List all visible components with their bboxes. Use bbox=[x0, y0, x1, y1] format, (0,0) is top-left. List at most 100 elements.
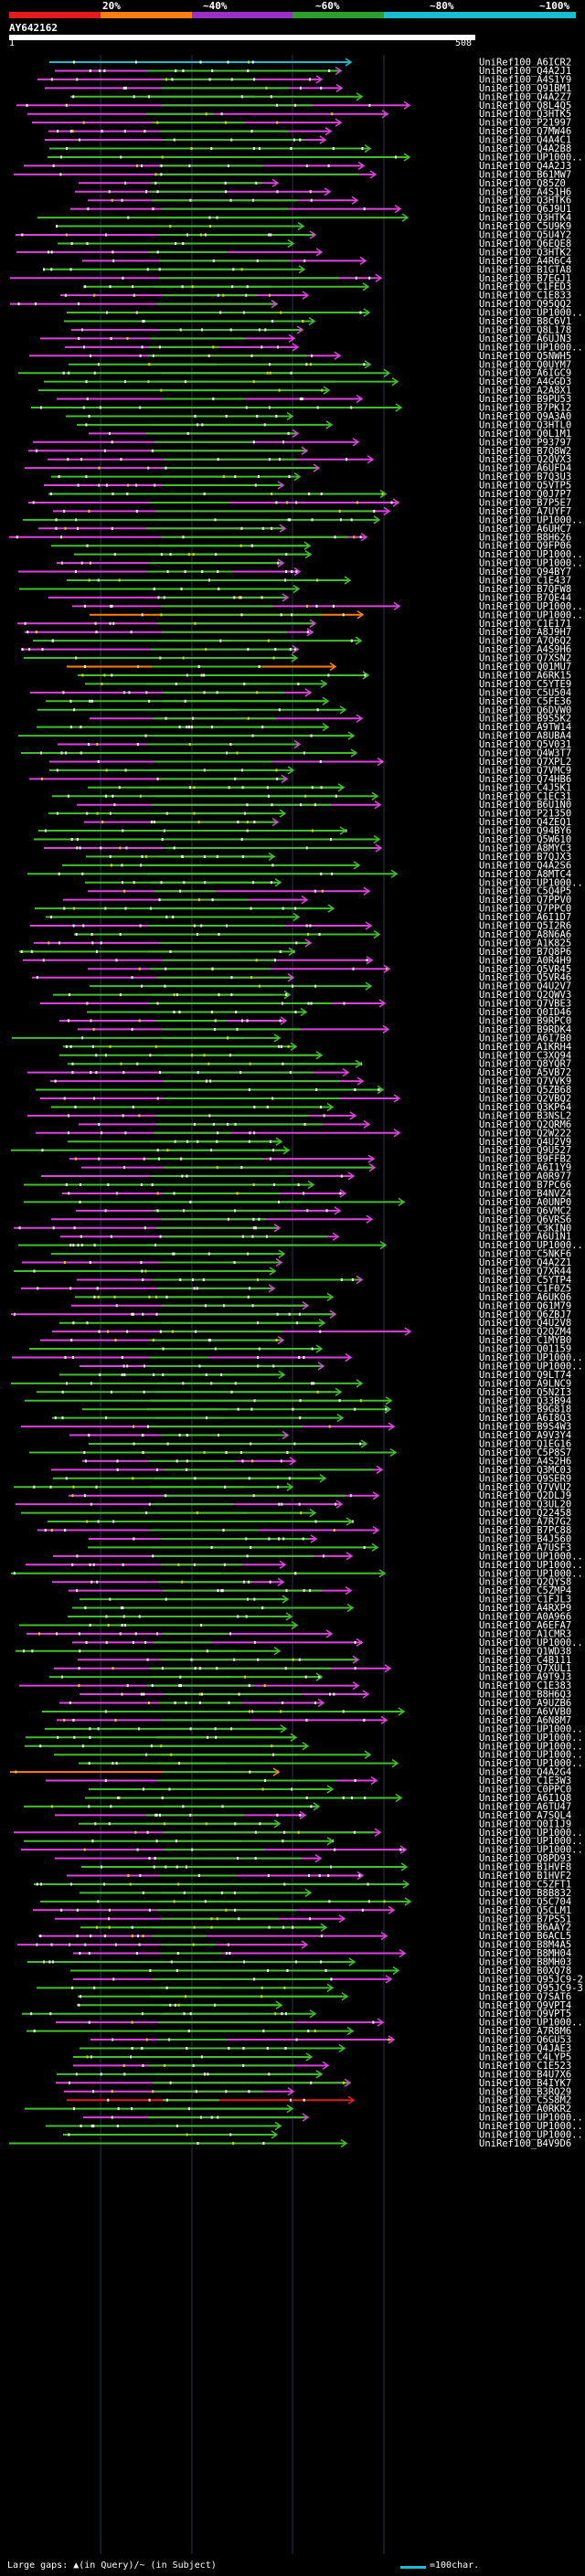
hit-row[interactable]: UniRef100_B7Q3U3 bbox=[51, 472, 571, 482]
hit-row[interactable]: UniRef100_B4NVZ4 bbox=[62, 1188, 571, 1199]
hit-label[interactable]: UniRef100_A7R7G2 bbox=[479, 1517, 571, 1528]
hit-row[interactable]: UniRef100_B7P5E7 bbox=[28, 497, 571, 508]
hit-label[interactable]: UniRef100_C1E171 bbox=[479, 619, 571, 630]
hit-row[interactable]: UniRef100_Q8PD93 bbox=[55, 1853, 571, 1864]
hit-label[interactable]: UniRef100_Q6EQE8 bbox=[479, 239, 571, 249]
hit-row[interactable]: UniRef100_C5YTE9 bbox=[85, 679, 571, 690]
hit-label[interactable]: UniRef100_Q0I1J9 bbox=[479, 1818, 571, 1829]
hit-row[interactable]: UniRef100_A1CMR3 bbox=[27, 1628, 571, 1639]
hit-label[interactable]: UniRef100_C3KIN0 bbox=[479, 1223, 571, 1234]
hit-label[interactable]: UniRef100_A9TW14 bbox=[479, 722, 571, 733]
hit-row[interactable]: UniRef100_Q3HTK5 bbox=[27, 109, 571, 120]
hit-label[interactable]: UniRef100_Q2VBQ2 bbox=[479, 1094, 571, 1105]
hit-row[interactable]: UniRef100_B4J560 bbox=[89, 1533, 571, 1544]
hit-label[interactable]: UniRef100_A0R977 bbox=[479, 1171, 571, 1182]
hit-row[interactable]: UniRef100_A6I1Y9 bbox=[81, 1162, 571, 1173]
hit-label[interactable]: UniRef100_UP1000... bbox=[479, 308, 585, 319]
hit-label[interactable]: UniRef100_Q4A2J3 bbox=[479, 161, 571, 172]
hit-row[interactable]: UniRef100_Q9U527 bbox=[11, 1145, 571, 1156]
hit-row[interactable]: UniRef100_Q5C704 bbox=[40, 1896, 571, 1907]
hit-label[interactable]: UniRef100_UP1000... bbox=[479, 2121, 585, 2132]
hit-row[interactable]: UniRef100_Q5VR45 bbox=[88, 964, 571, 975]
hit-label[interactable]: UniRef100_B1HVF2 bbox=[479, 1871, 571, 1882]
hit-row[interactable]: UniRef100_Q7MW46 bbox=[48, 126, 571, 137]
hit-row[interactable]: UniRef100_UP1000... bbox=[83, 2113, 585, 2124]
hit-label[interactable]: UniRef100_Q5I2R6 bbox=[479, 921, 571, 932]
hit-row[interactable]: UniRef100_UP1000... bbox=[65, 342, 585, 353]
hit-label[interactable]: UniRef100_UP1000... bbox=[479, 1836, 585, 1847]
hit-label[interactable]: UniRef100_A8N6A6 bbox=[479, 929, 571, 940]
hit-label[interactable]: UniRef100_A9T9J3 bbox=[479, 1672, 571, 1683]
hit-row[interactable]: UniRef100_A4RXP9 bbox=[72, 1603, 571, 1614]
hit-label[interactable]: UniRef100_B7Q8P6 bbox=[479, 947, 571, 958]
hit-row[interactable]: UniRef100_B8MH03 bbox=[27, 1957, 571, 1968]
hit-label[interactable]: UniRef100_A4R6C4 bbox=[479, 256, 571, 267]
hit-label[interactable]: UniRef100_C4B111 bbox=[479, 1655, 571, 1666]
hit-label[interactable]: UniRef100_UP1000... bbox=[479, 1741, 585, 1752]
hit-row[interactable]: UniRef100_Q5V031 bbox=[58, 739, 571, 750]
hit-label[interactable]: UniRef100_Q8L178 bbox=[479, 324, 571, 335]
hit-label[interactable]: UniRef100_Q4U2V7 bbox=[479, 981, 571, 992]
hit-row[interactable]: UniRef100_A0A966 bbox=[68, 1612, 571, 1623]
hit-row[interactable]: UniRef100_Q7XR44 bbox=[14, 1267, 571, 1277]
hit-label[interactable]: UniRef100_B9RPC0 bbox=[479, 1015, 571, 1026]
hit-row[interactable]: UniRef100_A4S9H6 bbox=[21, 644, 571, 655]
hit-row[interactable]: UniRef100_C1E3W3 bbox=[46, 1776, 571, 1786]
hit-row[interactable]: UniRef100_Q0I1J9 bbox=[79, 1818, 571, 1829]
hit-label[interactable]: UniRef100_A7Q6Q2 bbox=[479, 636, 571, 647]
hit-row[interactable]: UniRef100_Q0J7P7 bbox=[48, 489, 571, 500]
hit-row[interactable]: UniRef100_A4S1H6 bbox=[75, 186, 571, 197]
hit-row[interactable]: UniRef100_A9T9J3 bbox=[49, 1672, 571, 1683]
hit-row[interactable]: UniRef100_C5FE36 bbox=[46, 696, 571, 707]
hit-row[interactable]: UniRef100_A1K825 bbox=[34, 938, 571, 949]
hit-row[interactable]: UniRef100_B7Q8P6 bbox=[19, 947, 571, 958]
hit-row[interactable]: UniRef100_Q6ZBJ7 bbox=[11, 1309, 571, 1320]
hit-row[interactable]: UniRef100_Q5VTP5 bbox=[44, 481, 571, 492]
hit-label[interactable]: UniRef100_Q4A2Z7 bbox=[479, 91, 571, 102]
hit-row[interactable]: UniRef100_Q4A2J1 bbox=[55, 66, 571, 77]
hit-label[interactable]: UniRef100_B8MH04 bbox=[479, 1948, 571, 1959]
hit-label[interactable]: UniRef100_UP1000... bbox=[479, 1758, 585, 1769]
hit-label[interactable]: UniRef100_UP1000... bbox=[479, 1723, 585, 1734]
hit-label[interactable]: UniRef100_UP1000... bbox=[479, 514, 585, 525]
hit-row[interactable]: UniRef100_P21997 bbox=[32, 118, 571, 129]
hit-label[interactable]: UniRef100_Q3HTL0 bbox=[479, 419, 571, 430]
hit-row[interactable]: UniRef100_Q4A2B8 bbox=[49, 143, 571, 154]
hit-row[interactable]: UniRef100_UP1000... bbox=[80, 1361, 585, 1372]
hit-row[interactable]: UniRef100_Q4A2Z1 bbox=[22, 1257, 571, 1268]
hit-row[interactable]: UniRef100_Q33B94 bbox=[25, 1395, 571, 1406]
hit-label[interactable]: UniRef100_UP1000... bbox=[479, 2130, 585, 2141]
hit-label[interactable]: UniRef100_Q4W3T7 bbox=[479, 748, 571, 759]
hit-row[interactable]: UniRef100_B9PU53 bbox=[57, 394, 571, 405]
hit-row[interactable]: UniRef100_Q22458 bbox=[21, 1508, 571, 1519]
hit-label[interactable]: UniRef100_UP1000... bbox=[479, 558, 585, 569]
hit-label[interactable]: UniRef100_B6ACL5 bbox=[479, 1931, 571, 1942]
hit-row[interactable]: UniRef100_Q7XUL1 bbox=[54, 1663, 571, 1674]
hit-row[interactable]: UniRef100_Q5W610 bbox=[34, 834, 571, 845]
hit-row[interactable]: UniRef100_B7QJX3 bbox=[86, 852, 571, 863]
hit-label[interactable]: UniRef100_UP1000... bbox=[479, 1638, 585, 1648]
hit-row[interactable]: UniRef100_B4V9D6 bbox=[9, 2138, 571, 2149]
hit-row[interactable]: UniRef100_C5ZFT1 bbox=[34, 1879, 571, 1890]
hit-label[interactable]: UniRef100_C5FE36 bbox=[479, 696, 571, 707]
hit-label[interactable]: UniRef100_Q7VVK9 bbox=[479, 1076, 571, 1087]
hit-row[interactable]: UniRef100_B7PK12 bbox=[31, 403, 571, 414]
hit-label[interactable]: UniRef100_B8H626 bbox=[479, 532, 571, 543]
hit-row[interactable]: UniRef100_Q95QQ2 bbox=[10, 299, 571, 310]
hit-row[interactable]: UniRef100_A7R7G2 bbox=[48, 1517, 571, 1528]
hit-row[interactable]: UniRef100_UP1000... bbox=[53, 1551, 585, 1562]
hit-row[interactable]: UniRef100_A6I7B0 bbox=[12, 1033, 571, 1044]
hit-row[interactable]: UniRef100_B4U7X6 bbox=[57, 2069, 571, 2080]
hit-label[interactable]: UniRef100_Q5VTP5 bbox=[479, 481, 571, 492]
hit-label[interactable]: UniRef100_Q0L1M1 bbox=[479, 429, 571, 440]
hit-row[interactable]: UniRef100_B3NSL2 bbox=[27, 1110, 571, 1121]
hit-label[interactable]: UniRef100_Q4ZEQ1 bbox=[479, 817, 571, 828]
hit-label[interactable]: UniRef100_A6TU47 bbox=[479, 1801, 571, 1812]
hit-label[interactable]: UniRef100_A6UFD4 bbox=[479, 463, 571, 474]
hit-row[interactable]: UniRef100_Q95JC9-3 bbox=[37, 1983, 583, 1994]
hit-label[interactable]: UniRef100_B4U7X6 bbox=[479, 2069, 571, 2080]
hit-row[interactable]: UniRef100_Q0L1M1 bbox=[89, 429, 571, 440]
hit-row[interactable]: UniRef100_Q4A2Z7 bbox=[70, 91, 571, 102]
hit-label[interactable]: UniRef100_B7PS51 bbox=[479, 1913, 571, 1924]
hit-row[interactable]: UniRef100_A0R4H9 bbox=[23, 955, 571, 966]
